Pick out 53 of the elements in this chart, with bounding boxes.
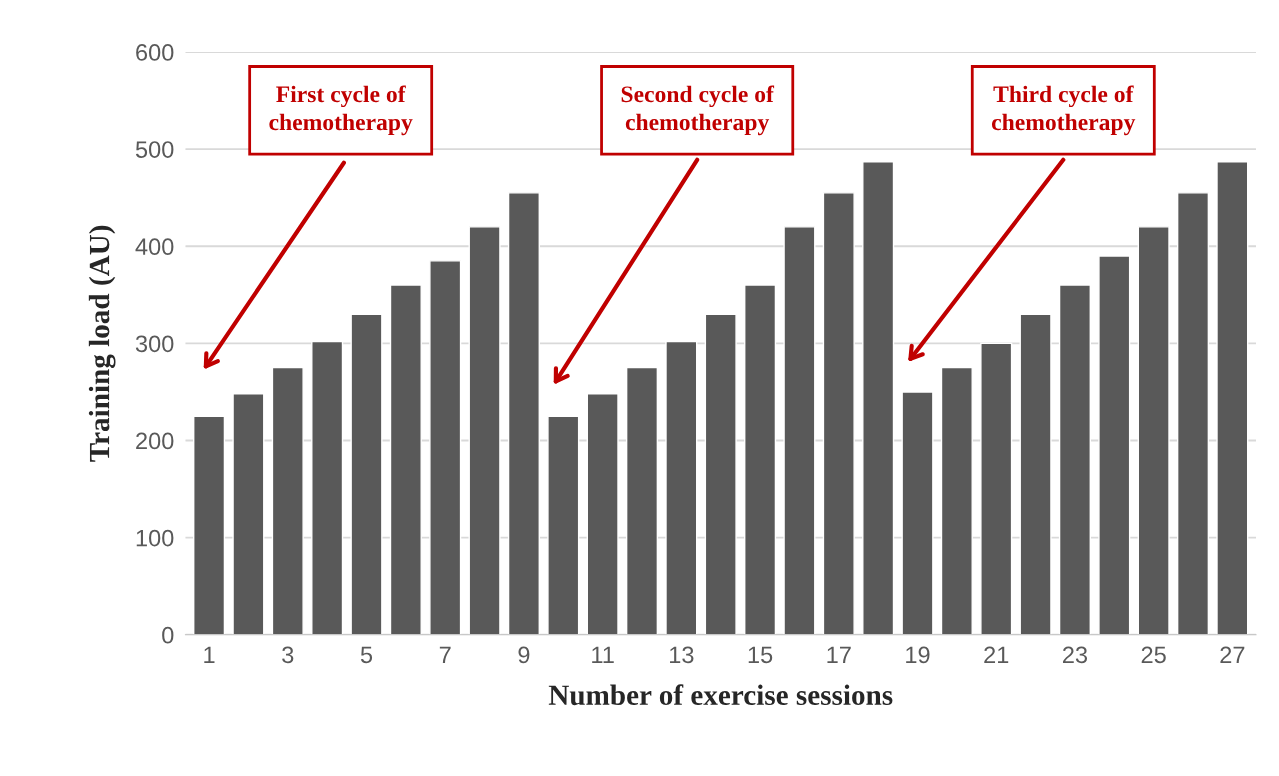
bar	[429, 260, 462, 635]
bar	[862, 161, 895, 635]
y-tick-label: 200	[136, 432, 174, 450]
x-tick-label: 9	[518, 646, 530, 664]
x-tick-label: 11	[592, 646, 614, 663]
bar	[980, 342, 1013, 635]
y-tick-label: 600	[136, 44, 174, 61]
bar	[744, 284, 777, 635]
x-tick-label: 15	[748, 646, 773, 664]
y-tick-label: 300	[135, 335, 174, 353]
x-tick-label: 17	[827, 646, 851, 663]
x-tick-label: 5	[360, 646, 373, 664]
bar	[822, 192, 855, 635]
bar	[389, 284, 422, 635]
x-tick-label: 13	[670, 646, 694, 664]
bar	[1019, 313, 1052, 635]
bar	[350, 313, 383, 635]
x-tick-label: 25	[1141, 646, 1166, 664]
bar	[901, 391, 934, 635]
x-tick-label: 19	[906, 646, 930, 664]
bar	[1058, 284, 1091, 635]
bar	[311, 340, 344, 635]
bar	[232, 393, 265, 635]
bar	[1137, 226, 1170, 635]
y-axis-title: Training load (AU)	[88, 225, 116, 462]
x-tick-label: 23	[1062, 646, 1088, 664]
bar	[507, 192, 540, 635]
bar	[547, 415, 580, 635]
bar	[665, 340, 698, 635]
x-tick-label: 21	[984, 646, 1009, 663]
bar	[940, 366, 973, 635]
y-tick-label: 500	[135, 141, 174, 158]
annotation: First cycle of chemotherapy	[269, 85, 413, 136]
x-tick-label: 27	[1220, 646, 1245, 663]
x-axis-title: Number of exercise sessions	[548, 684, 893, 706]
annotation: Third cycle of chemotherapy	[991, 85, 1136, 136]
bar	[1098, 255, 1131, 635]
bar	[625, 366, 659, 635]
bar	[271, 366, 304, 635]
y-tick-label: 0	[162, 626, 174, 644]
y-tick-label: 400	[135, 238, 174, 256]
y-tick-label: 100	[136, 529, 174, 547]
bar	[468, 226, 501, 635]
bar	[586, 393, 619, 635]
x-tick-label: 3	[282, 646, 294, 664]
bar	[193, 415, 226, 635]
x-tick-label: 1	[204, 646, 215, 663]
bar	[1216, 161, 1249, 635]
annotation: Second cycle of chemotherapy	[621, 85, 775, 136]
x-tick-label: 7	[439, 646, 451, 663]
bar	[783, 226, 816, 635]
bar	[1176, 192, 1210, 635]
bar	[704, 313, 737, 635]
